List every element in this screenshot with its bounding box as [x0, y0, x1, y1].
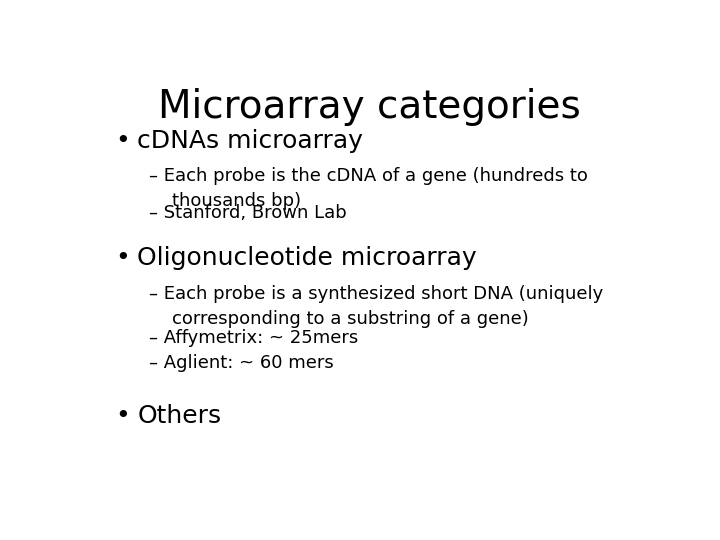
Text: Others: Others — [138, 404, 222, 428]
Text: cDNAs microarray: cDNAs microarray — [138, 129, 364, 153]
Text: Oligonucleotide microarray: Oligonucleotide microarray — [138, 246, 477, 269]
Text: •: • — [115, 129, 130, 153]
Text: – Each probe is the cDNA of a gene (hundreds to
    thousands bp): – Each probe is the cDNA of a gene (hund… — [148, 167, 588, 210]
Text: – Affymetrix: ~ 25mers: – Affymetrix: ~ 25mers — [148, 329, 358, 347]
Text: •: • — [115, 404, 130, 428]
Text: – Aglient: ~ 60 mers: – Aglient: ~ 60 mers — [148, 354, 333, 372]
Text: – Each probe is a synthesized short DNA (uniquely
    corresponding to a substri: – Each probe is a synthesized short DNA … — [148, 285, 603, 328]
Text: – Stanford, Brown Lab: – Stanford, Brown Lab — [148, 204, 346, 222]
Text: •: • — [115, 246, 130, 269]
Text: Microarray categories: Microarray categories — [158, 87, 580, 126]
